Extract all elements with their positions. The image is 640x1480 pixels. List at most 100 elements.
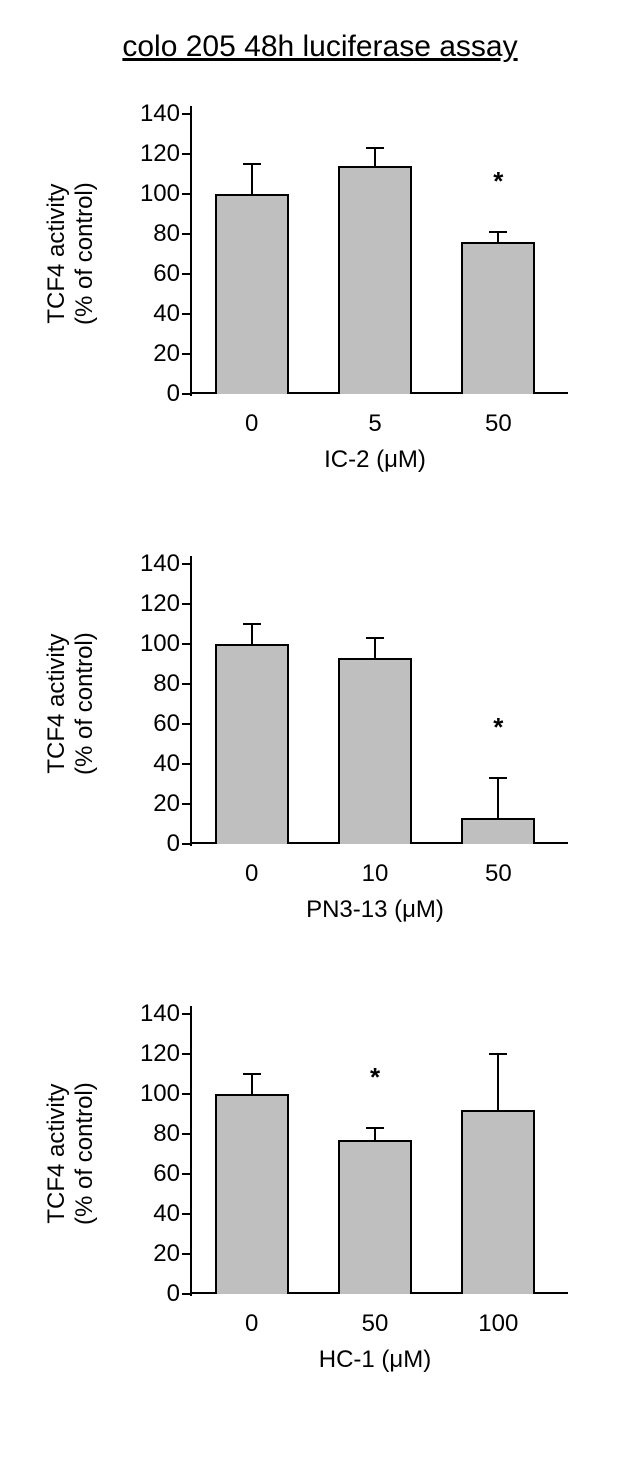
y-tick (182, 393, 190, 395)
plot-area: 02040608010012014005*50IC-2 (μM) (190, 114, 560, 394)
y-tick (182, 1213, 190, 1215)
chart-panel: TCF4 activity(% of control) 0204060801001… (40, 94, 600, 504)
y-axis-label-line2: (% of control) (70, 633, 97, 776)
y-tick (182, 193, 190, 195)
y-axis-label-line1: TCF4 activity (42, 634, 69, 774)
y-axis-label-group: TCF4 activity(% of control) (40, 564, 100, 844)
y-tick-label: 140 (135, 100, 180, 128)
y-axis (190, 564, 192, 846)
y-tick (182, 1253, 190, 1255)
y-tick-label: 40 (135, 1200, 180, 1228)
y-tick-label: 140 (135, 1000, 180, 1028)
y-tick-label: 120 (135, 590, 180, 618)
y-tick (182, 1293, 190, 1295)
chart-panel: TCF4 activity(% of control) 0204060801001… (40, 544, 600, 954)
y-axis-label-line2: (% of control) (70, 183, 97, 326)
bar (215, 194, 289, 394)
y-tick (182, 1093, 190, 1095)
y-tick-label: 80 (135, 670, 180, 698)
y-tick-label: 100 (135, 1080, 180, 1108)
error-bar-cap (489, 777, 507, 779)
y-tick (182, 1013, 190, 1015)
y-axis-label-line1: TCF4 activity (42, 184, 69, 324)
y-tick (182, 643, 190, 645)
error-bar (497, 1054, 499, 1110)
y-tick-label: 20 (135, 790, 180, 818)
figure-title: colo 205 48h luciferase assay (0, 30, 640, 64)
x-tick-label: 100 (478, 1310, 518, 1338)
significance-marker: * (493, 712, 503, 743)
y-tick-label: 0 (135, 830, 180, 858)
y-tick (182, 723, 190, 725)
y-tick-label: 0 (135, 380, 180, 408)
y-tick (182, 683, 190, 685)
y-tick (182, 763, 190, 765)
y-tick-label: 120 (135, 140, 180, 168)
significance-marker: * (493, 166, 503, 197)
y-axis-label-group: TCF4 activity(% of control) (40, 114, 100, 394)
significance-marker: * (370, 1062, 380, 1093)
y-axis-label-line1: TCF4 activity (42, 1084, 69, 1224)
y-tick-label: 120 (135, 1040, 180, 1068)
y-axis-cap (190, 106, 192, 114)
x-axis-cap (560, 392, 568, 394)
y-tick (182, 353, 190, 355)
y-tick-label: 60 (135, 260, 180, 288)
bar (461, 1110, 535, 1294)
chart-panel: TCF4 activity(% of control) 0204060801001… (40, 994, 600, 1404)
y-axis-label-line2: (% of control) (70, 1083, 97, 1226)
error-bar-cap (489, 231, 507, 233)
y-tick-label: 20 (135, 340, 180, 368)
error-bar (251, 1074, 253, 1094)
y-tick-label: 140 (135, 550, 180, 578)
error-bar-cap (366, 147, 384, 149)
y-axis (190, 1014, 192, 1296)
y-tick-label: 0 (135, 1280, 180, 1308)
y-tick (182, 113, 190, 115)
bar (461, 818, 535, 844)
y-tick (182, 273, 190, 275)
y-axis-label-group: TCF4 activity(% of control) (40, 1014, 100, 1294)
error-bar (374, 148, 376, 166)
x-axis-cap (560, 842, 568, 844)
y-tick-label: 80 (135, 220, 180, 248)
y-axis-label: TCF4 activity(% of control) (42, 183, 97, 326)
x-tick-label: 0 (245, 410, 258, 438)
error-bar-cap (243, 163, 261, 165)
bar (215, 1094, 289, 1294)
x-tick-label: 50 (362, 1310, 389, 1338)
x-axis-label: HC-1 (μM) (319, 1346, 431, 1374)
x-tick-label: 0 (245, 1310, 258, 1338)
y-tick (182, 1133, 190, 1135)
y-tick (182, 313, 190, 315)
x-tick-label: 10 (362, 860, 389, 888)
y-tick (182, 843, 190, 845)
error-bar (374, 638, 376, 658)
x-axis-label: IC-2 (μM) (324, 446, 426, 474)
error-bar-cap (366, 1127, 384, 1129)
y-axis (190, 114, 192, 396)
y-axis-label: TCF4 activity(% of control) (42, 633, 97, 776)
y-tick (182, 153, 190, 155)
y-tick (182, 563, 190, 565)
plot: 020406080100120140010*50PN3-13 (μM) (190, 564, 560, 844)
error-bar-cap (243, 1073, 261, 1075)
y-tick-label: 60 (135, 710, 180, 738)
error-bar (251, 624, 253, 644)
x-axis-cap (560, 1292, 568, 1294)
bar (461, 242, 535, 394)
bar (338, 166, 412, 394)
plot: 02040608010012014005*50IC-2 (μM) (190, 114, 560, 394)
y-axis-cap (190, 556, 192, 564)
error-bar (497, 232, 499, 242)
y-axis-cap (190, 1006, 192, 1014)
plot-area: 020406080100120140010*50PN3-13 (μM) (190, 564, 560, 844)
y-tick-label: 100 (135, 630, 180, 658)
error-bar (374, 1128, 376, 1140)
y-tick (182, 603, 190, 605)
y-tick (182, 803, 190, 805)
x-tick-label: 0 (245, 860, 258, 888)
y-tick-label: 60 (135, 1160, 180, 1188)
plot-area: 0204060801001201400*50100HC-1 (μM) (190, 1014, 560, 1294)
y-tick-label: 100 (135, 180, 180, 208)
